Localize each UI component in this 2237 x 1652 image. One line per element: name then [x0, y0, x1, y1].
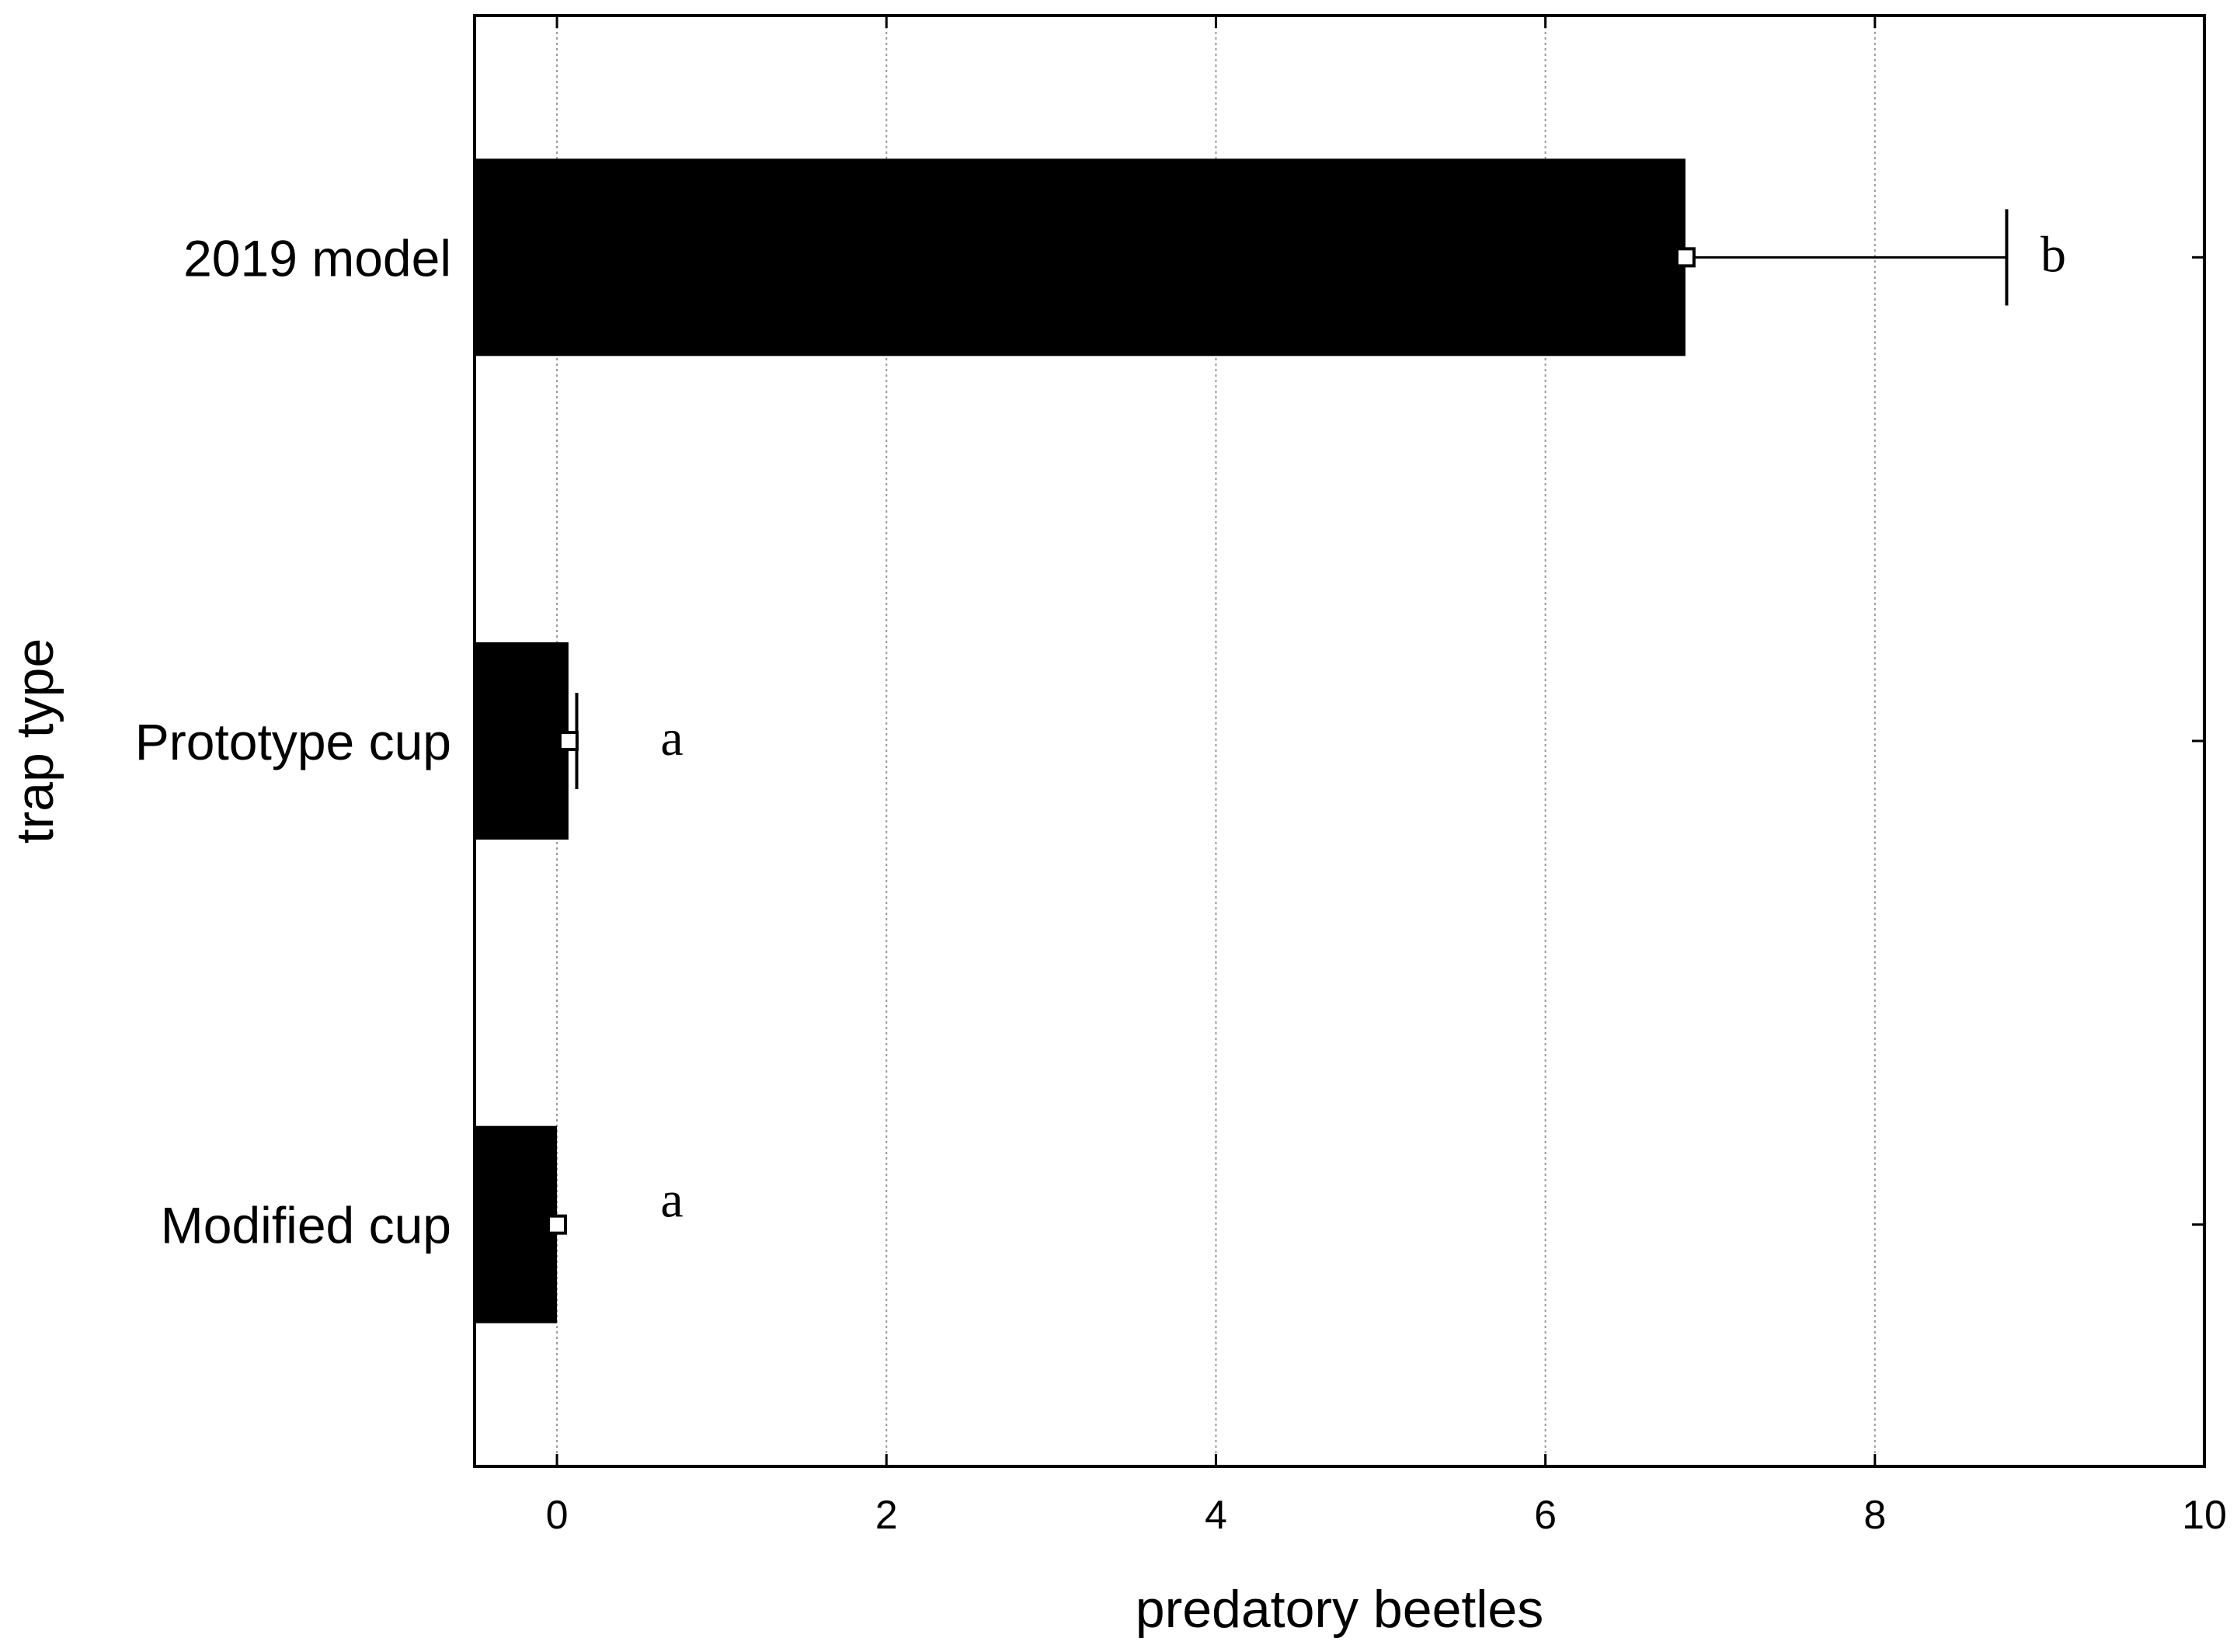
x-axis-title: predatory beetles: [1136, 1580, 1543, 1639]
x-tick-label: 10: [2182, 1493, 2227, 1538]
bar: [475, 642, 569, 840]
category-label: Modified cup: [161, 1197, 451, 1254]
category-label: Prototype cup: [135, 713, 451, 770]
mean-marker: [547, 1214, 568, 1235]
y-axis-title: trap type: [5, 638, 64, 844]
bar: [475, 1125, 558, 1323]
mean-marker: [558, 731, 579, 751]
category-label: 2019 model: [183, 229, 451, 287]
group-letter: b: [2040, 226, 2066, 283]
error-bars: [547, 209, 2009, 1235]
axis-labels: 0 2 4 6 8 10 2019 model b Prototype cup a Modified…: [135, 226, 2227, 1538]
x-tick-label: 8: [1863, 1493, 1886, 1538]
group-letter: a: [660, 1172, 683, 1229]
x-tick-label: 2: [875, 1493, 898, 1538]
axis-ticks: [475, 16, 2206, 1466]
group-letter: a: [660, 710, 683, 767]
bar: [475, 158, 1686, 356]
x-tick-label: 6: [1534, 1493, 1557, 1538]
mean-marker: [1675, 247, 1696, 268]
bars: [475, 158, 1686, 1323]
x-tick-label: 4: [1205, 1493, 1227, 1538]
x-tick-label: 0: [546, 1493, 569, 1538]
